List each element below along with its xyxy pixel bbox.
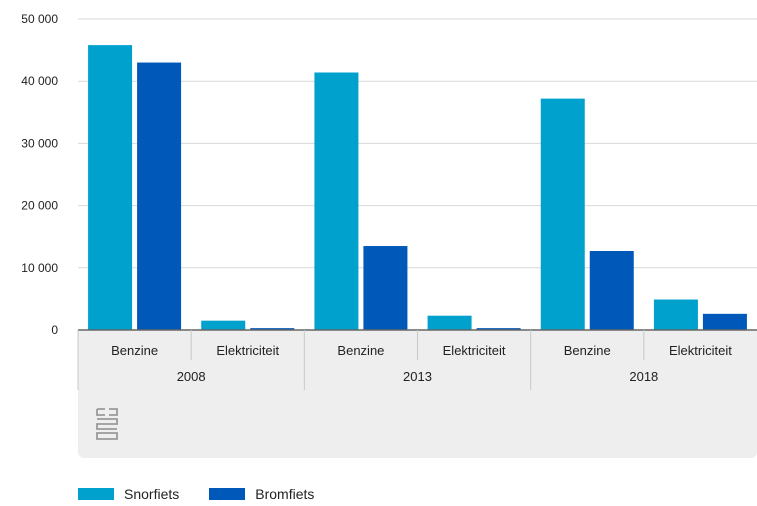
cbs-logo-icon bbox=[96, 408, 118, 440]
legend-swatch bbox=[78, 488, 114, 500]
bars bbox=[88, 45, 747, 331]
x-category-label: Elektriciteit bbox=[216, 343, 279, 358]
bar bbox=[540, 98, 585, 330]
bar bbox=[137, 62, 182, 330]
gridlines bbox=[78, 18, 757, 269]
bar bbox=[88, 45, 133, 331]
y-tick-label: 40 000 bbox=[21, 74, 58, 88]
legend-swatch bbox=[209, 488, 246, 500]
x-group-label: 2013 bbox=[403, 369, 432, 384]
legend-label: Snorfiets bbox=[124, 486, 180, 502]
y-tick-label: 20 000 bbox=[21, 199, 58, 213]
legend: Snorfiets Bromfiets bbox=[78, 486, 314, 502]
bar bbox=[427, 315, 472, 330]
bar bbox=[476, 328, 521, 330]
bar bbox=[250, 328, 295, 330]
y-tick-label: 30 000 bbox=[21, 136, 58, 150]
x-group-label: 2018 bbox=[629, 369, 658, 384]
x-group-label: 2008 bbox=[177, 369, 206, 384]
legend-label: Bromfiets bbox=[255, 486, 315, 502]
x-category-label: Benzine bbox=[111, 343, 158, 358]
x-category-label: Elektriciteit bbox=[669, 343, 732, 358]
bar bbox=[201, 320, 246, 330]
bar bbox=[653, 299, 698, 330]
y-axis-labels: 0 10 000 20 000 30 000 40 000 50 000 bbox=[21, 12, 58, 337]
bar bbox=[363, 246, 408, 330]
legend-item: Snorfiets bbox=[78, 486, 179, 502]
legend-item: Bromfiets bbox=[209, 486, 314, 502]
bar bbox=[314, 72, 359, 330]
x-axis-band bbox=[78, 330, 757, 458]
x-category-label: Benzine bbox=[337, 343, 384, 358]
bar bbox=[589, 251, 634, 330]
bar bbox=[702, 313, 747, 330]
y-tick-label: 50 000 bbox=[21, 12, 58, 26]
x-category-label: Elektriciteit bbox=[443, 343, 506, 358]
x-category-label: Benzine bbox=[564, 343, 611, 358]
y-tick-label: 10 000 bbox=[21, 261, 58, 275]
y-tick-label: 0 bbox=[51, 323, 58, 337]
x-axis: Benzine Elektriciteit 2008 Benzine Elektrici… bbox=[77, 329, 757, 458]
